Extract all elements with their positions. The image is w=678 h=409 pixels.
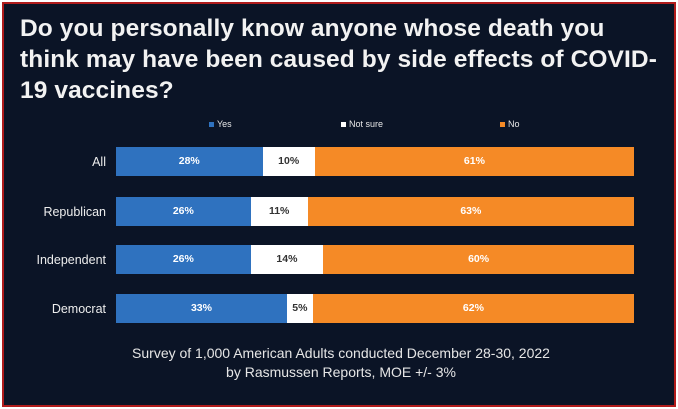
data-label-all-no: 61% [463,155,485,167]
data-label-democrat-yes: 33% [190,302,212,314]
bar-republican-no [307,197,634,226]
bar-independent-not-sure [250,245,324,274]
data-label-republican-no: 63% [460,205,482,217]
bar-independent-no [323,245,634,274]
category-label-democrat: Democrat [51,301,106,316]
data-label-republican-not-sure: 11% [268,205,290,217]
legend-label-not-sure: Not sure [349,119,384,129]
data-label-democrat-no: 62% [462,302,484,314]
data-label-independent-yes: 26% [172,253,194,265]
legend-label-yes: Yes [217,119,232,129]
legend-swatch-no [500,121,505,127]
survey-source-line-2: by Rasmussen Reports, MOE +/- 3% [226,364,456,380]
category-label-republican: Republican [43,204,106,219]
survey-source-line-1: Survey of 1,000 American Adults conducte… [132,345,550,361]
legend-item-no: No [500,118,520,130]
category-label-all: All [92,154,106,169]
data-label-democrat-not-sure: 5% [292,302,308,314]
chart-title: Do you personally know anyone whose deat… [20,15,657,104]
legend-label-no: No [508,119,520,129]
bar-democrat-yes [116,294,287,323]
bar-independent-yes [116,245,251,274]
data-label-independent-no: 60% [468,253,490,265]
bar-all-not-sure [262,147,315,176]
legend-swatch-not-sure [341,121,346,127]
data-label-republican-yes: 26% [172,205,194,217]
category-label-independent: Independent [36,252,106,267]
bar-all-no [314,147,634,176]
data-label-all-not-sure: 10% [278,155,300,167]
data-label-all-yes: 28% [178,155,200,167]
legend-item-not-sure: Not sure [341,118,383,130]
bar-all-yes [116,147,263,176]
bar-republican-yes [116,197,251,226]
legend-item-yes: Yes [209,118,232,130]
data-label-independent-not-sure: 14% [276,253,298,265]
bar-democrat-no [312,294,634,323]
bar-democrat-not-sure [286,294,313,323]
bar-republican-not-sure [250,197,308,226]
legend-swatch-yes [209,121,214,127]
